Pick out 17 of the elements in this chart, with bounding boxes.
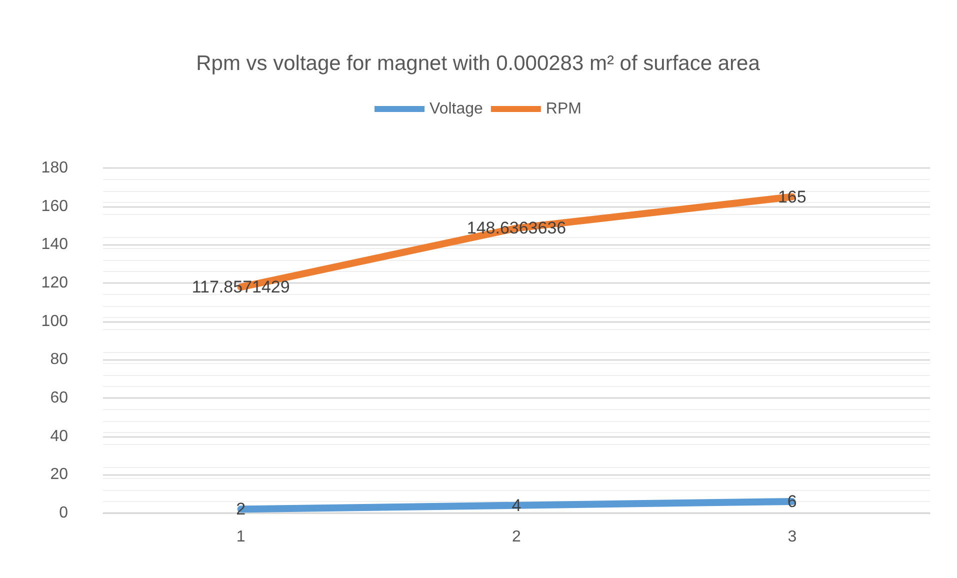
y-tick-label: 20: [50, 466, 68, 484]
y-tick-label: 80: [50, 351, 68, 368]
x-tick-label: 1: [236, 528, 246, 546]
data-label: 117.8571429: [192, 278, 290, 297]
y-tick-label: 40: [50, 428, 68, 445]
legend-label: RPM: [546, 100, 582, 118]
y-tick-label: 140: [41, 236, 68, 254]
y-tick-label: 120: [41, 274, 68, 292]
y-tick-label: 60: [50, 390, 68, 406]
y-tick-label: 0: [59, 504, 68, 522]
x-tick-label: 2: [512, 528, 522, 546]
x-tick-label: 3: [788, 528, 797, 546]
chart-title: Rpm vs voltage for magnet with 0.000283 m² of surface area: [196, 52, 760, 75]
y-tick-label: 180: [41, 160, 68, 176]
legend-label: Voltage: [430, 100, 484, 118]
y-tick-label: 160: [41, 198, 68, 215]
y-tick-label: 100: [41, 312, 68, 330]
